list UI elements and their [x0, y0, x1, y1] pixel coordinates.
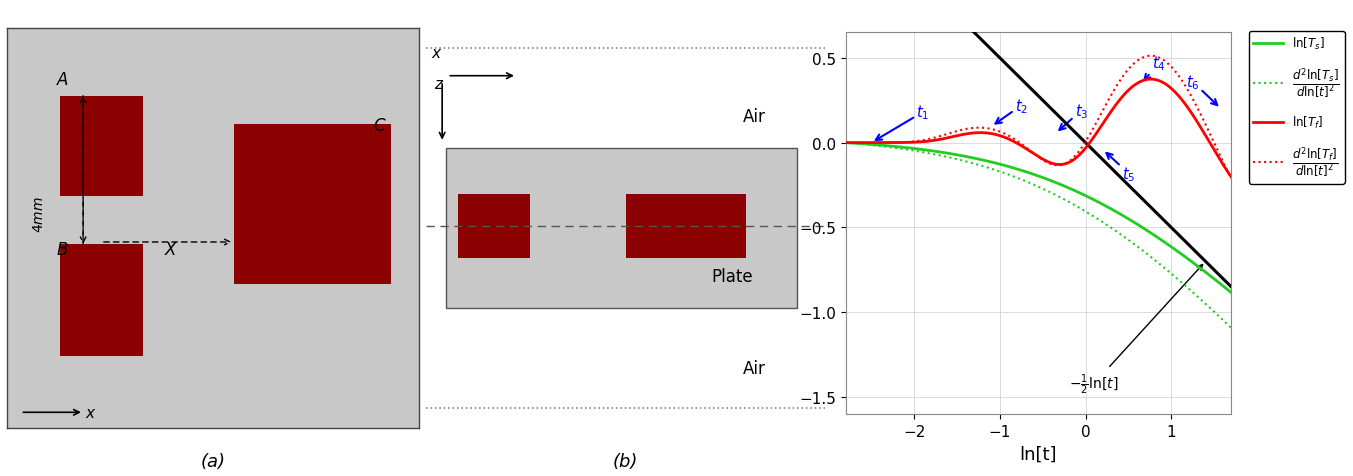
Text: Air: Air: [743, 359, 766, 377]
Text: $A$: $A$: [57, 70, 69, 89]
Text: $4mm$: $4mm$: [31, 196, 46, 233]
Bar: [446, 149, 797, 308]
Bar: [459, 195, 530, 258]
Bar: [61, 97, 143, 197]
Text: Air: Air: [743, 108, 766, 126]
Text: $x$: $x$: [430, 46, 442, 60]
Bar: [625, 195, 746, 258]
Text: $t_{4}$: $t_{4}$: [1145, 54, 1165, 81]
Text: Plate: Plate: [712, 268, 754, 286]
Bar: [234, 125, 391, 285]
X-axis label: ln[t]: ln[t]: [1020, 444, 1057, 462]
Text: $-\frac{1}{2}\ln[t]$: $-\frac{1}{2}\ln[t]$: [1069, 265, 1203, 396]
Text: $t_{6}$: $t_{6}$: [1185, 73, 1218, 106]
Text: $X$: $X$: [164, 240, 179, 258]
Text: $t_{3}$: $t_{3}$: [1059, 102, 1088, 130]
Text: $t_{2}$: $t_{2}$: [996, 97, 1028, 124]
Text: $C$: $C$: [373, 117, 387, 135]
Legend: $\ln[T_s]$, $\dfrac{d^2\ln[T_s]}{d\ln[t]^2}$, $\ln[T_f]$, $\dfrac{d^2\ln[T_f]}{d: $\ln[T_s]$, $\dfrac{d^2\ln[T_s]}{d\ln[t]…: [1249, 31, 1345, 185]
Bar: [61, 245, 143, 357]
Text: $x$: $x$: [85, 405, 96, 420]
Text: $B$: $B$: [57, 240, 69, 258]
Text: (b): (b): [613, 452, 639, 470]
Text: $t_{5}$: $t_{5}$: [1107, 154, 1135, 183]
Text: $z$: $z$: [434, 77, 445, 91]
Text: $t_{1}$: $t_{1}$: [875, 104, 930, 141]
Text: (a): (a): [200, 452, 226, 470]
